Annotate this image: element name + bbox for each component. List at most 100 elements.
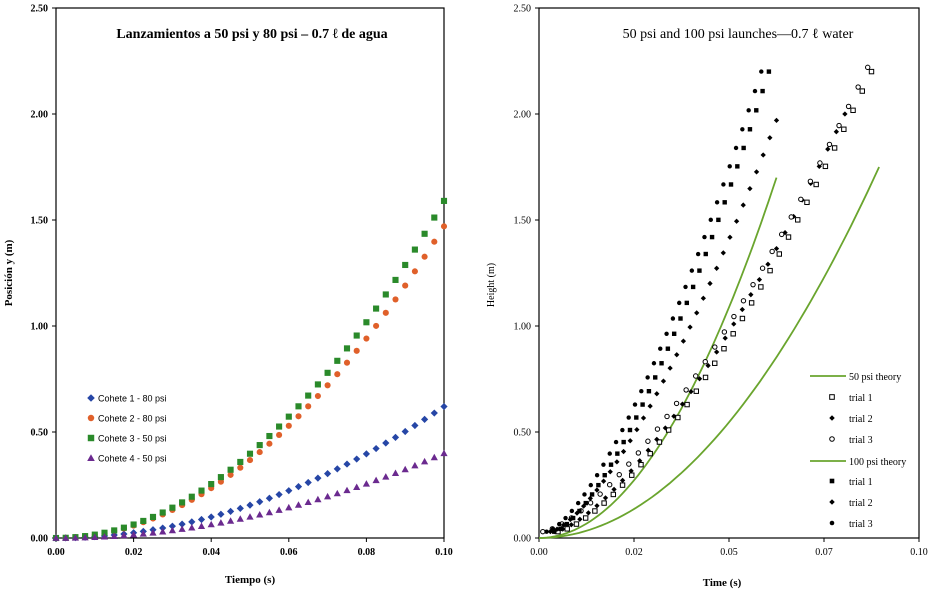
right-data-point: [611, 486, 617, 493]
left-data-point: [198, 487, 205, 494]
left-data-point: [324, 369, 331, 376]
right-x-tick-label: 0.05: [720, 547, 738, 558]
right-data-point: [569, 508, 575, 514]
left-data-point: [246, 450, 254, 457]
right-data-point: [620, 427, 625, 433]
left-data-point: [294, 501, 303, 508]
left-data-point: [343, 359, 351, 366]
left-data-point: [276, 423, 283, 430]
left-data-point: [324, 492, 332, 500]
left-data-point: [353, 483, 361, 490]
left-data-point: [431, 238, 438, 245]
right-data-point: [692, 373, 699, 379]
right-data-point: [564, 521, 570, 527]
left-data-point: [168, 522, 176, 530]
right-legend-label: trial 1: [849, 477, 873, 488]
right-data-point: [709, 234, 715, 240]
left-data-point: [246, 457, 254, 464]
left-data-point: [285, 503, 293, 511]
right-data-point: [688, 388, 694, 395]
right-data-point: [683, 387, 689, 393]
left-data-point: [295, 403, 302, 410]
right-data-point: [831, 145, 838, 151]
right-data-point: [619, 482, 626, 488]
left-data-point: [276, 431, 283, 439]
right-data-point: [621, 439, 626, 445]
right-data-point: [748, 292, 754, 298]
right-data-point: [687, 324, 693, 330]
right-data-point: [654, 426, 661, 432]
left-data-point: [52, 534, 60, 541]
right-chart: 50 psi and 100 psi launches—0.7 ℓ water …: [486, 4, 928, 590]
left-data-point: [421, 415, 429, 423]
left-data-point: [81, 533, 89, 541]
right-data-point: [602, 495, 609, 501]
left-data-point: [168, 526, 176, 534]
left-data-point: [227, 466, 234, 473]
right-data-point: [646, 389, 652, 394]
left-data-point: [363, 335, 370, 342]
left-data-point: [140, 517, 147, 524]
right-data-point: [741, 145, 746, 151]
right-data-point: [600, 478, 607, 484]
right-data-point: [601, 462, 606, 467]
left-data-point: [256, 511, 264, 518]
left-legend-marker: [87, 454, 95, 462]
right-data-point: [607, 469, 613, 475]
left-data-point: [372, 476, 380, 484]
left-plot-frame: [55, 7, 445, 539]
right-data-point: [574, 510, 580, 516]
right-data-point: [589, 492, 595, 497]
right-data-point: [615, 451, 620, 456]
right-legend-label: 100 psi theory: [849, 457, 906, 468]
right-x-tick-label: 0.02: [625, 547, 643, 558]
right-data-point: [607, 451, 612, 456]
left-x-tick-label: 0.00: [47, 547, 65, 558]
right-data-point: [694, 310, 700, 316]
left-data-point: [178, 525, 186, 532]
right-data-point: [665, 346, 671, 351]
left-data-point: [401, 465, 409, 473]
right-data-point: [645, 375, 650, 380]
right-legend-marker: [829, 415, 835, 421]
left-data-point: [343, 460, 351, 468]
left-data-point: [411, 421, 419, 430]
left-data-point: [392, 296, 399, 303]
right-data-point: [773, 245, 780, 252]
left-data-point: [130, 521, 137, 528]
right-y-tick-label: 2.50: [514, 4, 532, 15]
right-data-point: [773, 117, 780, 123]
right-data-point: [619, 477, 626, 484]
right-data-point: [798, 196, 804, 202]
right-data-point: [581, 503, 587, 509]
left-data-point: [440, 223, 448, 230]
left-data-point: [236, 515, 244, 522]
right-data-point: [708, 217, 713, 223]
left-data-point: [197, 522, 206, 529]
right-data-point: [606, 482, 613, 488]
right-data-point: [767, 135, 773, 141]
right-data-point: [627, 438, 633, 444]
right-data-point: [739, 306, 745, 313]
left-data-point: [217, 510, 225, 518]
right-data-point: [558, 526, 563, 532]
right-data-point: [616, 471, 622, 478]
left-x-tick-label: 0.06: [280, 547, 298, 558]
left-data-point: [227, 507, 235, 515]
right-data-point: [833, 129, 839, 135]
right-data-point: [680, 338, 687, 344]
right-data-point: [673, 400, 680, 407]
left-data-point: [159, 527, 167, 535]
right-data-point: [596, 482, 601, 488]
right-data-point: [776, 251, 782, 257]
left-data-point: [353, 332, 360, 339]
left-data-point: [227, 517, 235, 524]
left-data-point: [188, 524, 196, 531]
left-data-point: [169, 504, 176, 511]
right-data-point: [568, 522, 574, 528]
right-data-point: [700, 295, 706, 301]
right-data-point: [759, 69, 764, 74]
right-data-point: [758, 284, 764, 290]
